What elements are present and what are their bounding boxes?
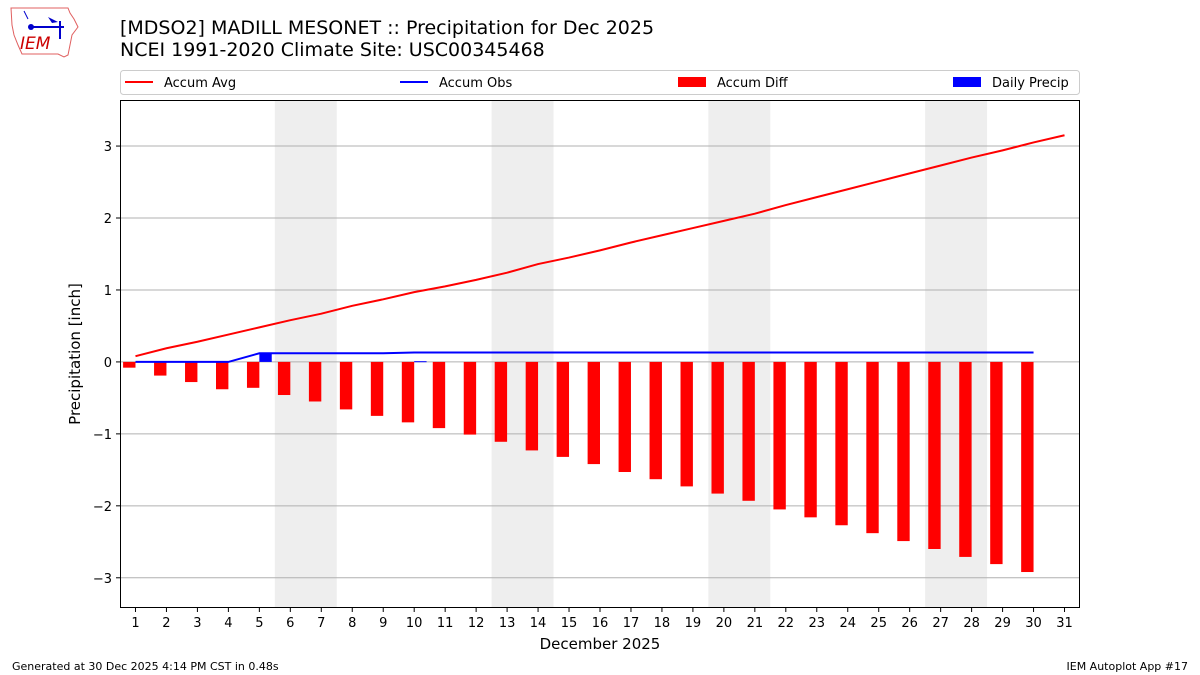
accum-diff-bar — [123, 361, 136, 368]
accum-diff-bar — [308, 361, 322, 402]
x-tick-label: 29 — [994, 616, 1011, 631]
x-tick-label: 14 — [530, 616, 547, 631]
x-tick-label: 22 — [778, 616, 795, 631]
x-tick-label: 21 — [747, 616, 764, 631]
daily-precip-bar — [414, 361, 427, 363]
x-tick-label: 18 — [654, 616, 671, 631]
accum-diff-bar — [370, 361, 384, 416]
legend: Accum Avg Accum Obs Accum Diff Daily Precip — [120, 70, 1080, 95]
y-tick-label: 2 — [104, 212, 112, 227]
accum-diff-bar — [897, 361, 910, 542]
accum-diff-bar — [246, 361, 260, 388]
weekend-shade — [708, 100, 771, 608]
accum-avg-line — [135, 134, 1065, 358]
y-axis-label: Precipitation [inch] — [66, 283, 84, 425]
legend-label: Accum Obs — [439, 76, 512, 91]
accum-diff-bar — [556, 361, 570, 457]
x-tick-label: 11 — [437, 616, 454, 631]
accum-diff-bar — [463, 361, 477, 435]
x-tick-label: 9 — [379, 616, 387, 631]
x-tick-label: 19 — [685, 616, 702, 631]
x-tick-label: 4 — [224, 616, 232, 631]
y-tick-label: −2 — [93, 500, 112, 515]
accum-diff-bar — [587, 361, 600, 465]
accum-diff-bar — [835, 361, 848, 526]
y-tick-label: 1 — [104, 284, 112, 299]
accum-diff-bar — [649, 361, 662, 480]
accum-diff-bar — [618, 361, 631, 473]
accum-diff-bar — [866, 361, 879, 534]
accum-diff-bar — [804, 361, 817, 518]
accum-diff-bar — [494, 361, 508, 442]
legend-swatch — [678, 77, 706, 87]
y-tick-label: 3 — [104, 140, 112, 155]
accum-diff-bar — [339, 361, 353, 410]
accum-diff-bar — [990, 361, 1003, 565]
x-tick-label: 2 — [162, 616, 170, 631]
y-tick-label: 0 — [104, 356, 112, 371]
x-tick-label: 8 — [348, 616, 356, 631]
legend-label: Accum Diff — [717, 76, 789, 91]
accum-diff-bar — [154, 361, 167, 376]
legend-label: Daily Precip — [992, 76, 1069, 91]
accum-diff-bar — [432, 361, 446, 429]
accum-diff-bar — [277, 361, 291, 396]
x-tick-label: 10 — [406, 616, 423, 631]
legend-swatch — [953, 77, 981, 87]
accum-obs-line — [135, 351, 1034, 363]
app-footer: IEM Autoplot App #17 — [1066, 660, 1189, 673]
x-tick-label: 28 — [963, 616, 980, 631]
x-tick-label: 5 — [255, 616, 263, 631]
plot-frame — [120, 100, 1080, 608]
x-tick-label: 7 — [317, 616, 325, 631]
x-tick-label: 17 — [623, 616, 640, 631]
daily-precip-bar — [259, 353, 272, 362]
x-tick-label: 12 — [468, 616, 485, 631]
accum-diff-bar — [959, 361, 972, 557]
x-tick-label: 23 — [809, 616, 826, 631]
accum-diff-bar — [680, 361, 693, 487]
y-tick-label: −3 — [93, 572, 112, 587]
accum-diff-bar — [711, 361, 724, 494]
x-tick-label: 1 — [131, 616, 139, 631]
accum-diff-bar — [185, 361, 198, 383]
accum-diff-bar — [742, 361, 755, 501]
svg-text:IEM: IEM — [20, 34, 51, 54]
accum-diff-bar — [216, 361, 229, 390]
x-tick-label: 16 — [592, 616, 609, 631]
accum-diff-bar — [928, 361, 941, 549]
legend-label: Accum Avg — [164, 76, 236, 91]
y-tick-label: −1 — [93, 428, 112, 443]
accum-diff-bar — [1021, 361, 1034, 573]
x-tick-label: 15 — [561, 616, 578, 631]
accum-diff-bar — [525, 361, 539, 451]
accum-diff-bar — [773, 361, 786, 510]
generated-footer: Generated at 30 Dec 2025 4:14 PM CST in … — [12, 660, 279, 673]
x-tick-label: 30 — [1025, 616, 1042, 631]
accum-diff-bar — [401, 361, 415, 423]
weekend-shade — [491, 100, 554, 608]
x-tick-label: 26 — [901, 616, 918, 631]
x-tick-label: 27 — [932, 616, 949, 631]
x-tick-label: 6 — [286, 616, 294, 631]
x-tick-label: 25 — [870, 616, 887, 631]
x-tick-label: 13 — [499, 616, 516, 631]
x-tick-label: 20 — [716, 616, 733, 631]
chart-subtitle: NCEI 1991-2020 Climate Site: USC00345468 — [120, 39, 545, 61]
iem-logo: IEM — [8, 5, 80, 63]
x-tick-label: 3 — [193, 616, 201, 631]
chart-title: [MDSO2] MADILL MESONET :: Precipitation … — [120, 17, 655, 39]
x-tick-label: 31 — [1056, 616, 1073, 631]
x-axis-label: December 2025 — [540, 635, 661, 653]
x-tick-label: 24 — [839, 616, 856, 631]
